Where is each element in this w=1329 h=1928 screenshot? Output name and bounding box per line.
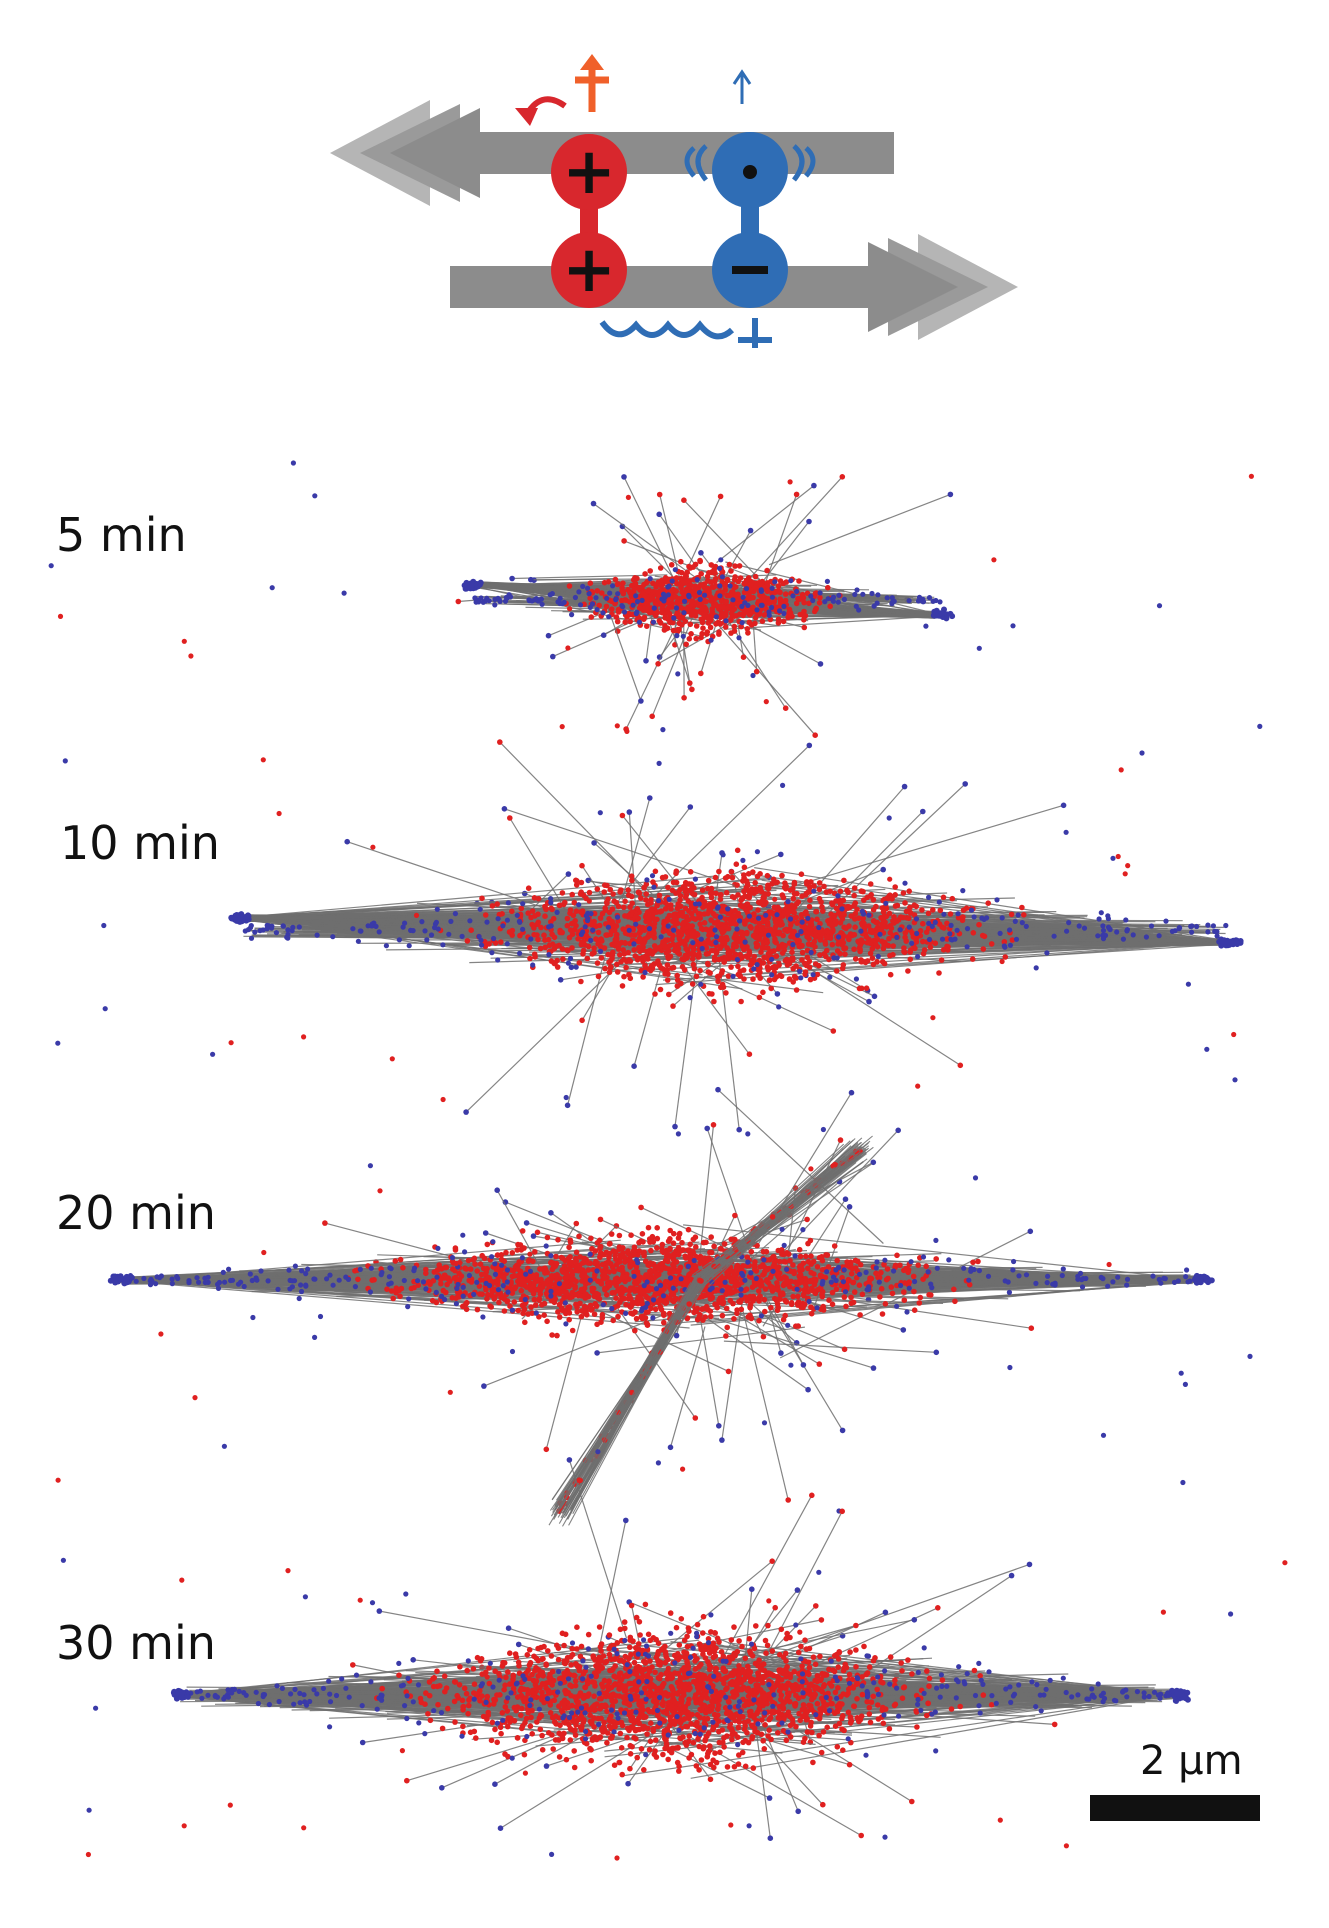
snapshot-label-20min: 20 min	[56, 1190, 216, 1236]
snapshot-label-30min: 30 min	[56, 1620, 216, 1666]
plus-bottom-symbol: +	[562, 233, 616, 307]
walking-wave-icon	[602, 322, 732, 336]
snapshot-label-5min: 5 min	[56, 512, 187, 558]
plus-top-symbol: +	[562, 135, 616, 209]
snapshot-label-10min: 10 min	[60, 820, 220, 866]
motor-schematic: + +	[330, 54, 1018, 348]
scale-bar	[1090, 1795, 1260, 1821]
bottom-filament	[450, 266, 910, 308]
scale-bar-label: 2 μm	[1140, 1738, 1243, 1784]
simulation-snapshots	[49, 460, 1288, 1860]
minus-motor-plus-arrow-icon	[738, 318, 772, 348]
top-filament	[418, 132, 894, 174]
up-arrow-icon	[734, 72, 750, 104]
minus-top-dot-icon	[743, 165, 757, 179]
minus-bottom-symbol-icon	[732, 266, 768, 274]
